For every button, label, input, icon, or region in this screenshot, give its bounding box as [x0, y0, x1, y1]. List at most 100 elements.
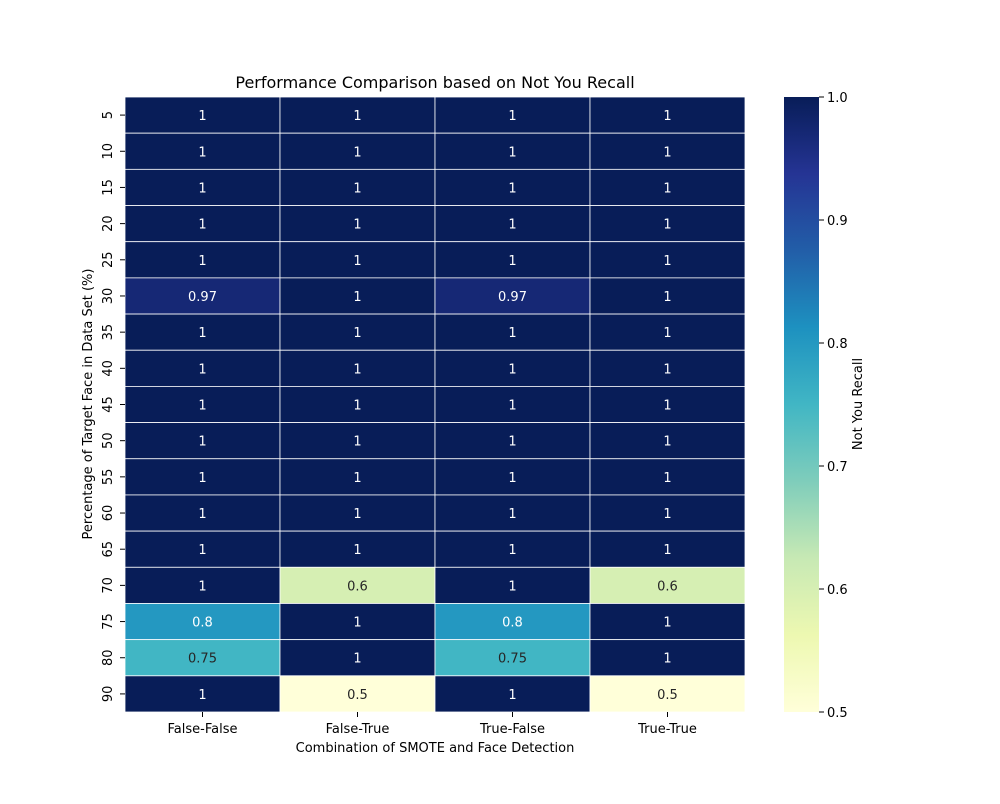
y-tick-label: 55	[101, 469, 116, 486]
heatmap-cell	[434, 241, 591, 279]
cell-value-label: 1	[198, 218, 206, 233]
colorbar-tick-label: 0.5	[827, 706, 848, 721]
cell-value-label: 1	[353, 290, 361, 305]
heatmap-cell	[124, 349, 281, 387]
colorbar-tick-label: 1.0	[827, 91, 848, 106]
cell-value-label: 1	[198, 579, 206, 594]
heatmap-cell	[589, 277, 746, 315]
cell-value-label: 1	[508, 145, 516, 160]
cell-value-label: 1	[198, 109, 206, 124]
heatmap-cell	[434, 566, 591, 604]
heatmap-cell	[589, 205, 746, 243]
y-tick-label: 20	[101, 215, 116, 232]
cell-value-label: 1	[663, 109, 671, 124]
y-tick-label: 45	[101, 396, 116, 413]
cell-value-label: 1	[198, 254, 206, 269]
heatmap-cell	[434, 494, 591, 532]
cell-value-label: 0.5	[347, 688, 368, 703]
cell-value-label: 1	[353, 109, 361, 124]
heatmap-cell	[124, 494, 281, 532]
y-tick-label: 10	[101, 143, 116, 160]
chart-title: Performance Comparison based on Not You …	[235, 73, 634, 92]
y-tick-label: 90	[101, 686, 116, 703]
y-tick-label: 60	[101, 505, 116, 522]
colorbar: 0.5 0.6 0.7 0.8 0.9 1.0	[784, 91, 848, 721]
heatmap-cell	[589, 530, 746, 568]
x-tick-label: False-True	[326, 722, 390, 737]
heatmap-cell	[434, 349, 591, 387]
heatmap-cell	[434, 422, 591, 460]
heatmap-cell	[279, 422, 436, 460]
cell-value-label: 1	[663, 145, 671, 160]
x-tick-label: False-False	[168, 722, 238, 737]
colorbar-tick-label: 0.9	[827, 214, 848, 229]
colorbar-tick-label: 0.8	[827, 337, 848, 352]
heatmap-cell	[124, 132, 281, 170]
x-tick-label: True-False	[479, 722, 545, 737]
y-axis-label: Percentage of Target Face in Data Set (%…	[81, 269, 96, 540]
heatmap-cell	[434, 96, 591, 134]
heatmap-cell	[589, 422, 746, 460]
heatmap-cell	[279, 494, 436, 532]
cell-value-label: 1	[198, 507, 206, 522]
cell-value-label: 1	[198, 145, 206, 160]
heatmap-cell	[589, 96, 746, 134]
cell-value-label: 1	[353, 543, 361, 558]
cell-value-label: 0.97	[188, 290, 217, 305]
cell-value-label: 1	[508, 218, 516, 233]
cell-value-label: 1	[663, 471, 671, 486]
cell-value-label: 0.75	[498, 652, 527, 667]
cell-value-label: 1	[198, 543, 206, 558]
cell-value-label: 1	[508, 362, 516, 377]
cell-value-label: 1	[353, 435, 361, 450]
heatmap-cell	[589, 386, 746, 423]
heatmap-cell	[589, 458, 746, 496]
heatmap-cell	[589, 241, 746, 279]
heatmap-cell	[279, 458, 436, 496]
heatmap-cell-labels: 1 1 1 1 1 1 1 1 1 1 1 1 1 1 1 1 1 1 1 1 0.97 1 0.97 1 1 1 1 1 1 1 1 1 1 1…	[188, 109, 678, 703]
colorbar-tick-label: 0.7	[827, 460, 848, 475]
heatmap-cell	[124, 422, 281, 460]
y-tick-label: 65	[101, 541, 116, 558]
heatmap-cell	[124, 205, 281, 243]
y-tick-label: 5	[101, 111, 116, 119]
x-tick-label: True-True	[637, 722, 697, 737]
cell-value-label: 1	[353, 254, 361, 269]
cell-value-label: 1	[198, 435, 206, 450]
cell-value-label: 1	[353, 616, 361, 631]
heatmap-cell	[589, 566, 746, 604]
cell-value-label: 0.6	[347, 579, 368, 594]
cell-value-label: 1	[508, 254, 516, 269]
cell-value-label: 1	[353, 181, 361, 196]
cell-value-label: 1	[198, 181, 206, 196]
cell-value-label: 1	[353, 652, 361, 667]
cell-value-label: 1	[353, 399, 361, 414]
cell-value-label: 1	[353, 471, 361, 486]
cell-value-label: 0.5	[657, 688, 678, 703]
heatmap-cell	[279, 566, 436, 604]
heatmap-cell	[279, 277, 436, 315]
heatmap-cells	[124, 96, 746, 713]
cell-value-label: 1	[508, 688, 516, 703]
heatmap-cell	[434, 313, 591, 351]
cell-value-label: 0.6	[657, 579, 678, 594]
y-tick-label: 40	[101, 360, 116, 377]
cell-value-label: 1	[663, 254, 671, 269]
y-tick-label: 25	[101, 252, 116, 269]
heatmap-cell	[434, 458, 591, 496]
y-tick-label: 35	[101, 324, 116, 341]
cell-value-label: 1	[198, 326, 206, 341]
heatmap-cell	[279, 168, 436, 206]
cell-value-label: 1	[198, 399, 206, 414]
heatmap-cell	[434, 386, 591, 423]
cell-value-label: 1	[353, 145, 361, 160]
y-tick-label: 75	[101, 613, 116, 630]
cell-value-label: 1	[198, 362, 206, 377]
heatmap-cell	[124, 639, 281, 677]
y-tick-label: 50	[101, 432, 116, 449]
heatmap-cell	[279, 205, 436, 243]
heatmap-cell	[589, 639, 746, 677]
cell-value-label: 0.8	[192, 616, 213, 631]
cell-value-label: 1	[663, 218, 671, 233]
